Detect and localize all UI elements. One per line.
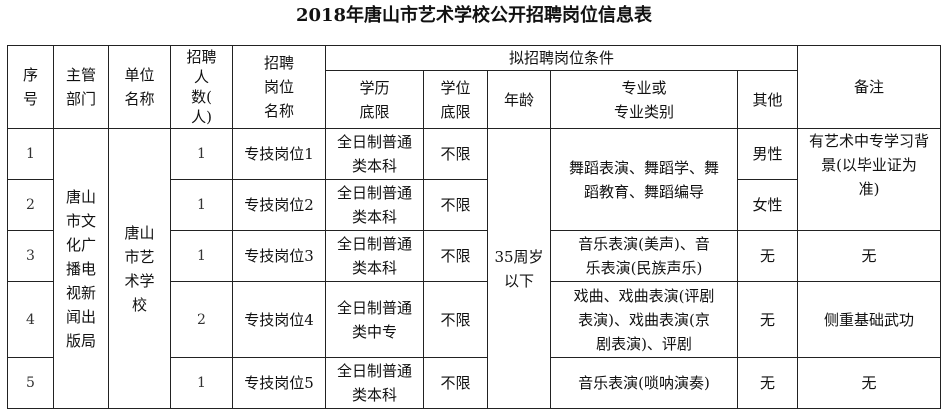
cell-degree: 不限 (423, 281, 488, 358)
header-age: 年龄 (487, 70, 551, 129)
cell-education: 全日制普通 类本科 (325, 179, 424, 231)
cell-position: 专技岗位4 (232, 281, 326, 358)
header-degree: 学位 底限 (423, 70, 488, 129)
cell-seq: 3 (7, 230, 54, 282)
cell-seq: 2 (7, 179, 54, 231)
cell-position: 专技岗位3 (232, 230, 326, 282)
cell-degree: 不限 (423, 179, 488, 231)
cell-major: 舞蹈表演、舞蹈学、舞 蹈教育、舞蹈编导 (550, 128, 738, 231)
cell-remarks: 有艺术中专学习背 景(以毕业证为 准) (797, 128, 942, 231)
table-row: 2 1 专技岗位2 全日制普通 类本科 不限 女性 (7, 179, 941, 231)
header-dept: 主管 部门 (53, 45, 109, 129)
cell-education: 全日制普通 类本科 (325, 357, 424, 409)
cell-position: 专技岗位2 (232, 179, 326, 231)
cell-count: 1 (170, 179, 233, 231)
header-other: 其他 (736, 70, 799, 129)
cell-degree: 不限 (423, 230, 488, 282)
cell-remarks: 无 (797, 357, 942, 409)
cell-count: 2 (170, 281, 233, 358)
cell-degree: 不限 (423, 357, 488, 409)
cell-education: 全日制普通 类本科 (325, 128, 424, 180)
cell-age: 35周岁 以下 (487, 128, 551, 409)
header-position: 招聘 岗位 名称 (232, 45, 326, 129)
cell-seq: 5 (7, 357, 54, 409)
header-major: 专业或 专业类别 (550, 70, 738, 129)
header-seq: 序 号 (7, 45, 54, 129)
cell-major: 音乐表演(唢呐演奏) (550, 357, 738, 409)
cell-degree: 不限 (423, 128, 488, 180)
cell-other: 无 (736, 230, 799, 282)
cell-other: 无 (736, 357, 799, 409)
header-remarks: 备注 (797, 45, 942, 129)
cell-dept: 唐山 市文 化广 播电 视新 闻出 版局 (53, 128, 109, 409)
cell-other: 无 (736, 281, 799, 358)
cell-remarks: 无 (797, 230, 942, 282)
cell-position: 专技岗位1 (232, 128, 326, 180)
cell-seq: 4 (7, 281, 54, 358)
cell-unit: 唐山 市艺 术学 校 (108, 128, 171, 409)
cell-other: 女性 (736, 179, 799, 231)
cell-count: 1 (170, 230, 233, 282)
header-education: 学历 底限 (325, 70, 424, 129)
header-count: 招聘 人 数( 人) (170, 45, 233, 129)
cell-other: 男性 (736, 128, 799, 180)
page-title: 2018年唐山市艺术学校公开招聘岗位信息表 (295, 5, 653, 26)
cell-major: 戏曲、戏曲表演(评剧 表演)、戏曲表演(京 剧表演)、评剧 (550, 281, 738, 358)
table-row: 1 唐山 市文 化广 播电 视新 闻出 版局 唐山 市艺 术学 校 1 专技岗位… (7, 128, 942, 409)
header-conditions: 拟招聘岗位条件 (324, 45, 799, 71)
cell-education: 全日制普通 类中专 (325, 281, 424, 358)
recruitment-table: 序 号 主管 部门 单位 名称 招聘 人 数( 人) 招聘 岗位 名称 拟招聘岗… (7, 45, 942, 409)
cell-remarks: 侧重基础武功 (797, 281, 942, 358)
table-row: 4 2 专技岗位4 全日制普通 类中专 不限 戏曲、戏曲表演(评剧 表演)、戏曲… (7, 281, 942, 358)
cell-position: 专技岗位5 (232, 357, 326, 409)
header-unit: 单位 名称 (108, 45, 171, 129)
cell-seq: 1 (7, 128, 54, 180)
cell-count: 1 (170, 128, 233, 180)
table-row: 3 1 专技岗位3 全日制普通 类本科 不限 音乐表演(美声)、音 乐表演(民族… (7, 230, 942, 282)
table-row: 5 1 专技岗位5 全日制普通 类本科 不限 音乐表演(唢呐演奏) 无 无 (7, 357, 942, 409)
cell-major: 音乐表演(美声)、音 乐表演(民族声乐) (550, 230, 738, 282)
cell-count: 1 (170, 357, 233, 409)
cell-education: 全日制普通 类本科 (325, 230, 424, 282)
